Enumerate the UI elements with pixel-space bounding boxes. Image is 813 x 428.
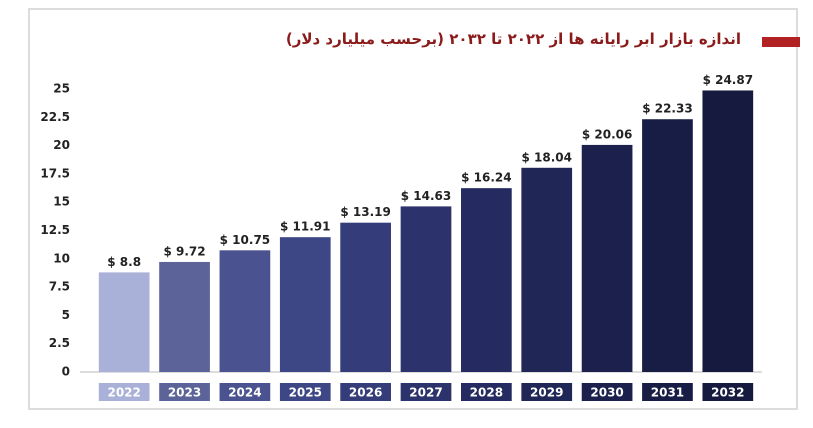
bar [219, 250, 271, 372]
x-tick-label: 2027 [409, 386, 442, 400]
value-label: $ 9.72 [163, 244, 205, 258]
category-box [461, 383, 512, 401]
x-tick-label: 2032 [711, 386, 744, 400]
chart-title: اندازه بازار ابر رایانه ها از ۲۰۲۲ تا ۲۰… [285, 30, 741, 48]
category-box [581, 383, 633, 401]
value-label: $ 22.33 [642, 102, 692, 116]
y-tick-label: 12.5 [40, 223, 70, 237]
category-box [159, 383, 210, 401]
category-box [219, 383, 271, 401]
y-tick-label: 5 [62, 308, 70, 322]
bar [642, 119, 693, 373]
value-label: $ 13.19 [340, 205, 390, 219]
x-tick-label: 2026 [349, 386, 382, 400]
bar [159, 261, 210, 372]
y-tick-label: 15 [53, 195, 70, 209]
value-label: $ 16.24 [461, 171, 511, 185]
value-label: $ 24.87 [703, 73, 753, 87]
x-tick-label: 2025 [289, 386, 322, 400]
y-tick-label: 2.5 [49, 336, 70, 350]
frame [28, 8, 798, 410]
x-tick-label: 2031 [651, 386, 684, 400]
y-tick-label: 0 [62, 365, 70, 379]
category-box [400, 383, 452, 401]
bar [98, 272, 150, 372]
bar [340, 222, 391, 372]
value-label: $ 20.06 [582, 127, 632, 141]
x-tick-label: 2023 [168, 386, 201, 400]
title-marker [762, 37, 800, 47]
category-box [702, 383, 754, 401]
value-label: $ 10.75 [220, 233, 270, 247]
bar [521, 167, 573, 372]
value-label: $ 14.63 [401, 189, 451, 203]
bar [400, 206, 452, 372]
y-tick-label: 25 [53, 82, 70, 96]
x-tick-label: 2028 [470, 386, 503, 400]
category-box [98, 383, 150, 401]
x-tick-label: 2030 [590, 386, 623, 400]
bar [279, 237, 331, 372]
y-tick-label: 10 [53, 251, 70, 265]
value-label: $ 11.91 [280, 220, 330, 234]
category-box [340, 383, 391, 401]
bar [702, 90, 754, 372]
category-box [521, 383, 573, 401]
y-tick-label: 17.5 [40, 166, 70, 180]
y-tick-label: 7.5 [49, 280, 70, 294]
bar [581, 144, 633, 372]
bar [461, 188, 512, 372]
category-box [279, 383, 331, 401]
value-label: $ 18.04 [521, 150, 571, 164]
x-tick-label: 2024 [228, 386, 261, 400]
x-tick-label: 2022 [107, 386, 140, 400]
x-tick-label: 2029 [530, 386, 563, 400]
category-box [642, 383, 693, 401]
y-tick-label: 20 [53, 138, 70, 152]
y-tick-label: 22.5 [40, 110, 70, 124]
value-label: $ 8.8 [107, 255, 141, 269]
